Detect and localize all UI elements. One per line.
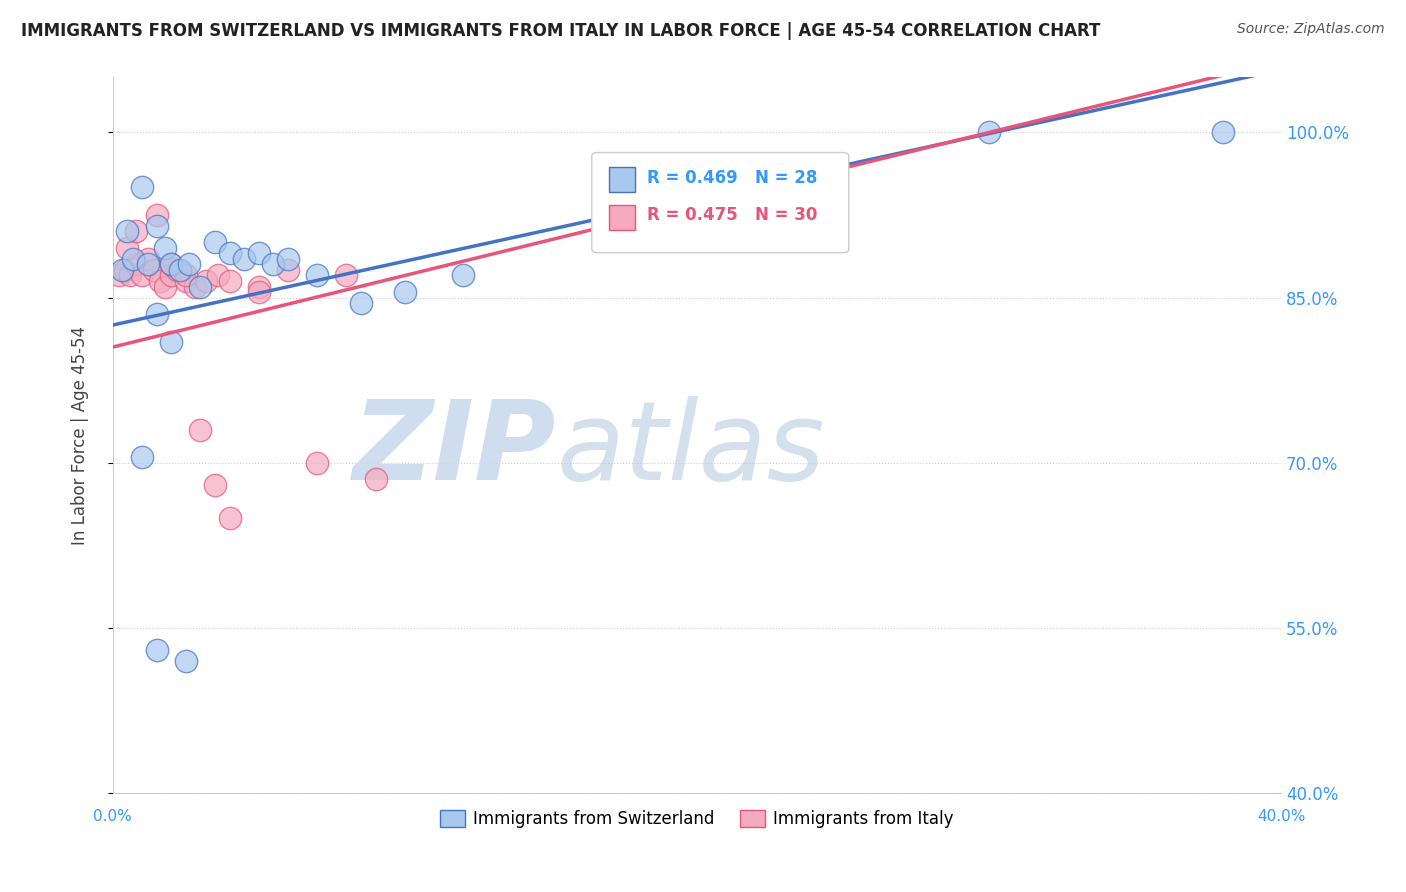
Point	[131, 450, 153, 464]
Point	[142, 263, 165, 277]
Point	[114, 263, 136, 277]
Bar	[609, 205, 636, 230]
Point	[145, 642, 167, 657]
Point	[247, 279, 270, 293]
Point	[307, 268, 329, 283]
Point	[131, 268, 153, 283]
Point	[160, 334, 183, 349]
Text: 0.0%: 0.0%	[93, 809, 132, 824]
Text: 40.0%: 40.0%	[1257, 809, 1305, 824]
Point	[174, 654, 197, 668]
Point	[107, 268, 129, 283]
Point	[169, 263, 191, 277]
Point	[160, 258, 183, 272]
Point	[307, 456, 329, 470]
Point	[131, 180, 153, 194]
Point	[122, 252, 145, 266]
Point	[177, 258, 200, 272]
Point	[204, 477, 226, 491]
Text: Source: ZipAtlas.com: Source: ZipAtlas.com	[1237, 22, 1385, 37]
Point	[207, 268, 229, 283]
Point	[136, 252, 159, 266]
FancyBboxPatch shape	[592, 153, 849, 252]
Point	[145, 208, 167, 222]
Text: R = 0.475   N = 30: R = 0.475 N = 30	[647, 206, 817, 225]
Point	[117, 225, 139, 239]
Point	[183, 279, 205, 293]
Point	[155, 241, 177, 255]
Point	[174, 274, 197, 288]
Point	[166, 263, 188, 277]
Point	[277, 263, 299, 277]
Point	[155, 279, 177, 293]
Point	[350, 296, 373, 310]
Point	[247, 285, 270, 299]
Y-axis label: In Labor Force | Age 45-54: In Labor Force | Age 45-54	[72, 326, 89, 544]
Point	[110, 263, 132, 277]
Point	[453, 268, 475, 283]
Point	[204, 235, 226, 250]
Point	[120, 268, 142, 283]
Point	[277, 252, 299, 266]
Point	[977, 125, 1000, 139]
Point	[195, 274, 218, 288]
Text: atlas: atlas	[557, 396, 825, 503]
Text: R = 0.469   N = 28: R = 0.469 N = 28	[647, 169, 817, 186]
Point	[233, 252, 256, 266]
Point	[125, 258, 148, 272]
Point	[125, 225, 148, 239]
Point	[145, 307, 167, 321]
Point	[218, 510, 240, 524]
Point	[364, 472, 387, 486]
Text: ZIP: ZIP	[353, 396, 557, 503]
Point	[218, 246, 240, 260]
Legend: Immigrants from Switzerland, Immigrants from Italy: Immigrants from Switzerland, Immigrants …	[433, 803, 960, 834]
Point	[160, 268, 183, 283]
Text: IMMIGRANTS FROM SWITZERLAND VS IMMIGRANTS FROM ITALY IN LABOR FORCE | AGE 45-54 : IMMIGRANTS FROM SWITZERLAND VS IMMIGRANT…	[21, 22, 1101, 40]
Point	[190, 423, 212, 437]
Point	[335, 268, 357, 283]
Point	[136, 258, 159, 272]
Point	[190, 279, 212, 293]
Bar	[609, 167, 636, 192]
Point	[218, 274, 240, 288]
Point	[148, 274, 170, 288]
Point	[247, 246, 270, 260]
Point	[160, 258, 183, 272]
Point	[394, 285, 416, 299]
Point	[1212, 125, 1234, 139]
Point	[174, 268, 197, 283]
Point	[262, 258, 284, 272]
Point	[145, 219, 167, 233]
Point	[117, 241, 139, 255]
